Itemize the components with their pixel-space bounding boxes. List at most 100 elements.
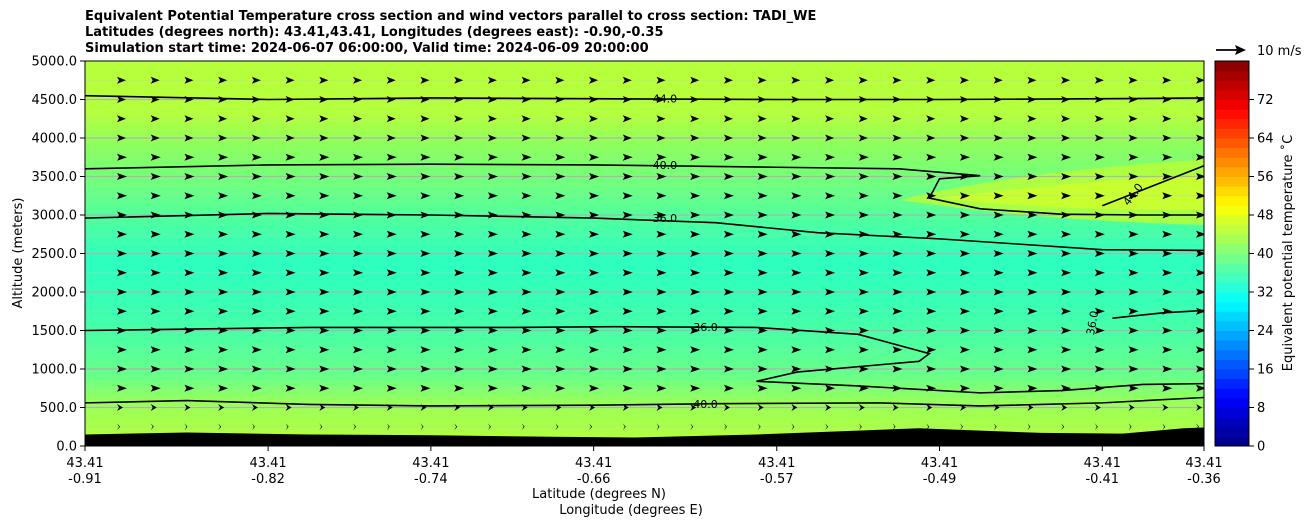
wind-vector xyxy=(791,211,802,219)
wind-vector xyxy=(1061,115,1071,123)
wind-vector xyxy=(251,288,262,296)
wind-vector xyxy=(319,327,330,334)
wind-vector xyxy=(1162,192,1173,200)
wind-vector xyxy=(117,192,127,200)
wind-vector xyxy=(487,327,498,334)
wind-vector xyxy=(993,307,1004,315)
wind-vector xyxy=(589,250,600,257)
wind-vector xyxy=(1027,327,1038,334)
colorbar-segment xyxy=(1215,224,1249,235)
wind-vector xyxy=(858,192,869,200)
wind-vector xyxy=(285,76,295,84)
colorbar-segment xyxy=(1215,282,1249,293)
wind-vector xyxy=(386,365,397,373)
wind-vector xyxy=(589,423,593,431)
wind-vector xyxy=(319,250,330,257)
wind-vector xyxy=(487,269,498,277)
wind-vector xyxy=(825,211,836,219)
wind-vector xyxy=(251,115,261,123)
wind-vector xyxy=(184,173,195,180)
wind-vector xyxy=(218,76,228,84)
wind-vector xyxy=(487,115,497,123)
colorbar-segment xyxy=(1215,407,1249,418)
wind-vector xyxy=(251,423,255,431)
wind-vector xyxy=(892,327,903,334)
x-axis-label-longitude: Longitude (degrees E) xyxy=(559,503,703,518)
wind-vector xyxy=(723,192,734,200)
wind-vector xyxy=(184,307,195,315)
wind-vector xyxy=(353,269,364,277)
wind-vector xyxy=(1094,269,1105,277)
wind-vector xyxy=(319,76,329,84)
wind-vector xyxy=(420,384,431,392)
colorbar-segment xyxy=(1215,320,1249,331)
wind-vector xyxy=(892,307,903,315)
colorbar-segment xyxy=(1215,378,1249,389)
wind-vector xyxy=(150,250,161,257)
wind-vector xyxy=(251,307,262,315)
wind-vector xyxy=(690,307,701,315)
wind-vector xyxy=(184,115,194,123)
wind-vector xyxy=(825,269,836,277)
wind-vector xyxy=(926,346,937,354)
x-tick-label-lat: 43.41 xyxy=(758,456,795,471)
wind-vector xyxy=(757,250,768,257)
wind-vector xyxy=(1094,307,1105,315)
wind-vector xyxy=(487,173,498,180)
wind-vector xyxy=(690,288,701,296)
wind-vector xyxy=(251,173,262,180)
x-tick-label-lon: -0.74 xyxy=(414,472,448,487)
wind-vector xyxy=(117,404,123,411)
wind-vector xyxy=(117,173,127,180)
wind-vector xyxy=(150,288,161,296)
wind-vector xyxy=(656,153,667,161)
wind-vector xyxy=(251,134,261,142)
wind-vector xyxy=(993,134,1003,142)
wind-vector xyxy=(622,211,633,219)
wind-vector xyxy=(690,269,701,277)
wind-vector xyxy=(150,134,160,142)
wind-vector xyxy=(1061,307,1072,315)
wind-vector xyxy=(589,211,600,219)
wind-vector xyxy=(1162,230,1173,238)
wind-vector xyxy=(184,269,195,277)
wind-vector xyxy=(926,211,937,219)
wind-vector xyxy=(791,307,802,315)
wind-vector xyxy=(1196,192,1204,200)
wind-vector xyxy=(150,327,161,334)
wind-vector xyxy=(319,153,330,161)
wind-vector xyxy=(1128,230,1139,238)
wind-vector xyxy=(723,346,734,354)
contour-label: 36.0 xyxy=(653,212,678,225)
wind-vector xyxy=(791,192,802,200)
wind-vector xyxy=(825,288,836,296)
contour-line xyxy=(85,396,1204,407)
y-tick-label: 5000.0 xyxy=(32,55,78,70)
wind-vector xyxy=(926,153,937,161)
wind-vector xyxy=(285,384,296,392)
wind-vector xyxy=(993,365,1004,373)
wind-vector xyxy=(690,230,701,238)
wind-vector xyxy=(1162,173,1173,180)
wind-vector xyxy=(791,230,802,238)
warm-core-region xyxy=(940,175,1204,210)
wind-vector xyxy=(1061,288,1072,296)
wind-vector xyxy=(1196,269,1204,277)
wind-vector xyxy=(1196,230,1204,238)
wind-vector xyxy=(1128,288,1139,296)
wind-vector xyxy=(959,211,970,219)
wind-vectors xyxy=(117,76,1204,431)
wind-vector xyxy=(386,250,397,257)
wind-vector xyxy=(757,365,768,373)
wind-vector xyxy=(353,96,363,103)
colorbar-segment xyxy=(1215,330,1249,341)
wind-vector xyxy=(521,307,532,315)
wind-vector xyxy=(420,327,431,334)
wind-vector xyxy=(218,269,229,277)
wind-vector xyxy=(1061,269,1072,277)
wind-vector xyxy=(656,173,667,180)
wind-vector xyxy=(420,365,431,373)
colorbar-segment xyxy=(1215,70,1249,81)
wind-vector xyxy=(117,346,127,354)
wind-vector xyxy=(959,288,970,296)
